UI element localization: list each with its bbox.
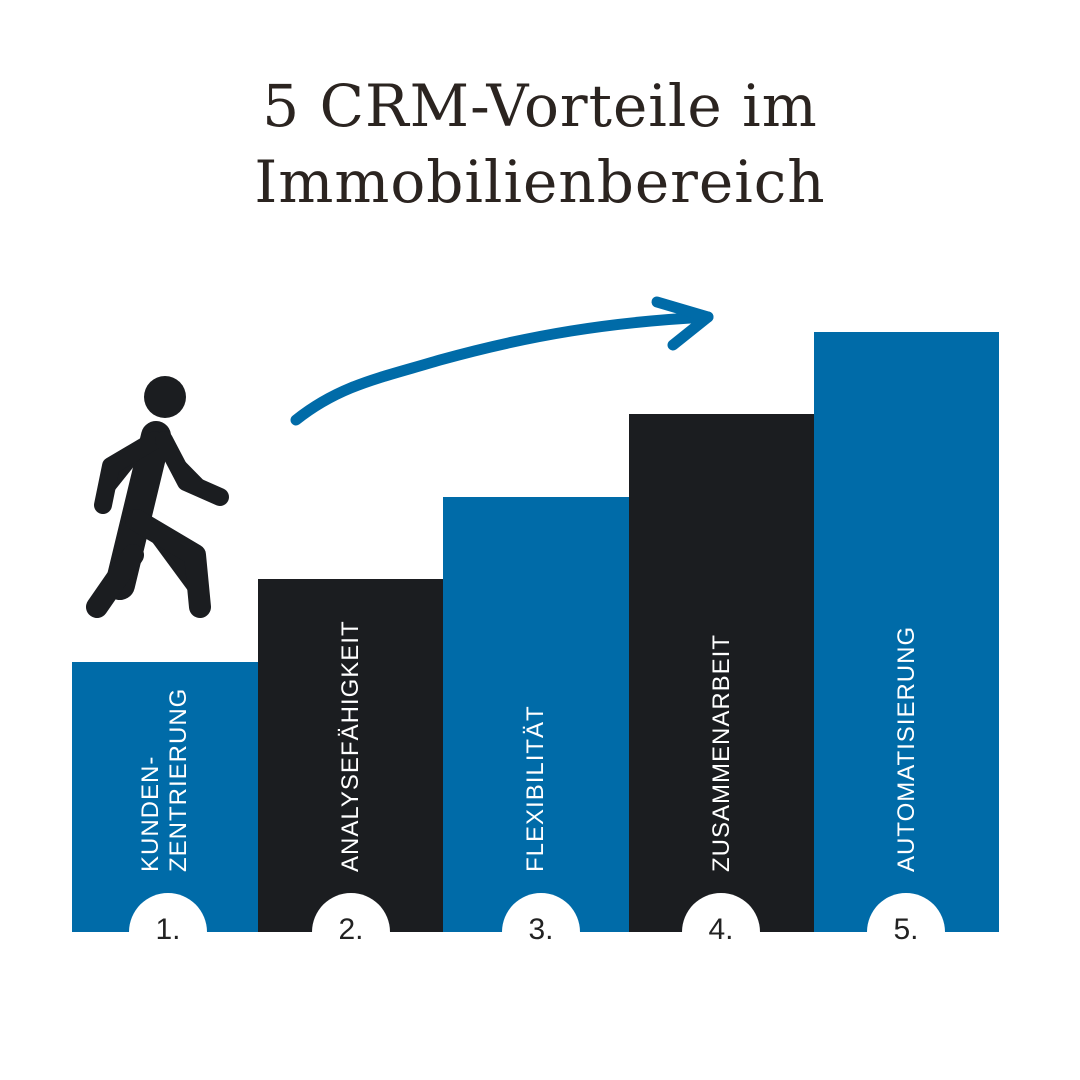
step-label-5: AUTOMATISIERUNG	[893, 626, 921, 872]
step-bar-2: ANALYSEFÄHIGKEIT	[258, 579, 443, 932]
step-bar-4: ZUSAMMENARBEIT	[629, 414, 814, 932]
step-number: 1.	[155, 913, 181, 946]
step-number: 5.	[893, 913, 919, 946]
step-number-badge-1: 1.	[129, 893, 207, 971]
step-bar-1: KUNDEN- ZENTRIERUNG	[72, 662, 258, 932]
step-number-badge-2: 2.	[312, 893, 390, 971]
step-label-3: FLEXIBILITÄT	[522, 705, 550, 872]
step-label-line: FLEXIBILITÄT	[522, 705, 549, 872]
walking-person-icon	[86, 376, 229, 618]
title-line-1: 5 CRM-Vorteile im	[262, 72, 818, 140]
step-label-line: AUTOMATISIERUNG	[892, 625, 920, 872]
step-number: 3.	[528, 913, 554, 946]
step-label-1: KUNDEN- ZENTRIERUNG	[137, 688, 193, 872]
step-label-2: ANALYSEFÄHIGKEIT	[337, 620, 365, 872]
step-label-line: ZENTRIERUNG	[165, 687, 192, 872]
step-bar-3: FLEXIBILITÄT	[443, 497, 629, 932]
step-number-badge-3: 3.	[502, 893, 580, 971]
page-title: 5 CRM-Vorteile im Immobilienbereich	[0, 68, 1080, 220]
step-number: 2.	[338, 913, 364, 946]
step-label-line: ANALYSEFÄHIGKEIT	[336, 620, 364, 872]
step-number: 4.	[708, 913, 734, 946]
step-label-line: ZUSAMMENARBEIT	[707, 633, 735, 872]
step-number-badge-4: 4.	[682, 893, 760, 971]
title-line-2: Immobilienbereich	[254, 148, 826, 216]
curved-arrow-icon	[290, 296, 714, 426]
step-number-badge-5: 5.	[867, 893, 945, 971]
step-label-4: ZUSAMMENARBEIT	[708, 634, 736, 872]
step-label-line: KUNDEN-	[137, 755, 164, 872]
step-bar-5: AUTOMATISIERUNG	[814, 332, 999, 932]
